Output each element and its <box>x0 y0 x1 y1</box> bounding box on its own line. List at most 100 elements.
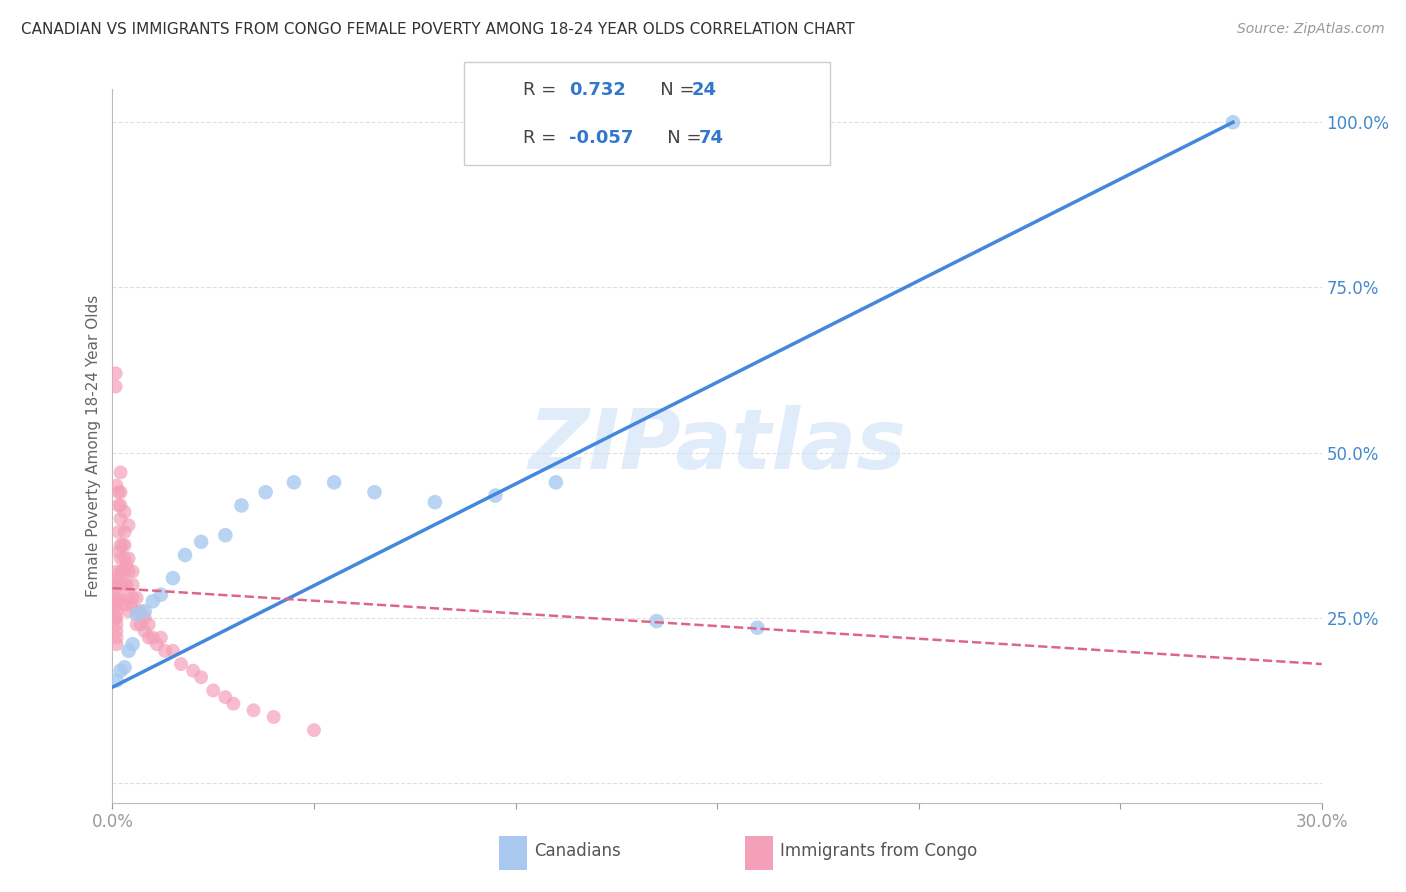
Point <box>105 598 128 612</box>
Point <box>104 379 127 393</box>
Point <box>214 528 236 542</box>
Point <box>105 578 128 592</box>
Point <box>202 683 225 698</box>
Point <box>105 478 128 492</box>
Point <box>114 660 136 674</box>
Point <box>121 565 143 579</box>
Point <box>423 495 446 509</box>
Text: R =: R = <box>523 80 562 98</box>
Point <box>117 604 139 618</box>
Point <box>110 565 132 579</box>
Point <box>134 611 156 625</box>
Point <box>110 551 132 566</box>
Point <box>138 631 160 645</box>
Point <box>146 637 169 651</box>
Point <box>107 545 129 559</box>
Point <box>105 611 128 625</box>
Point <box>121 591 143 605</box>
Point <box>117 591 139 605</box>
Point <box>114 524 136 539</box>
Point <box>104 367 127 381</box>
Point <box>134 604 156 618</box>
Point <box>114 505 136 519</box>
Point <box>114 551 136 566</box>
Text: 24: 24 <box>692 80 717 98</box>
Point <box>105 565 128 579</box>
Text: 0.732: 0.732 <box>569 80 626 98</box>
Point <box>283 475 305 490</box>
Point <box>110 578 132 592</box>
Point <box>162 571 184 585</box>
Point <box>103 591 125 605</box>
Point <box>214 690 236 704</box>
Point <box>105 604 128 618</box>
Point <box>121 578 143 592</box>
Point <box>363 485 385 500</box>
Point <box>129 617 152 632</box>
Point <box>142 594 165 608</box>
Point <box>104 578 127 592</box>
Point <box>110 538 132 552</box>
Point <box>222 697 245 711</box>
Point <box>105 624 128 638</box>
Point <box>125 617 148 632</box>
Point <box>170 657 193 671</box>
Y-axis label: Female Poverty Among 18-24 Year Olds: Female Poverty Among 18-24 Year Olds <box>86 295 101 597</box>
Text: CANADIAN VS IMMIGRANTS FROM CONGO FEMALE POVERTY AMONG 18-24 YEAR OLDS CORRELATI: CANADIAN VS IMMIGRANTS FROM CONGO FEMALE… <box>21 22 855 37</box>
Text: Canadians: Canadians <box>534 842 621 860</box>
Point <box>302 723 325 738</box>
Point <box>110 591 132 605</box>
Point <box>120 598 142 612</box>
Point <box>544 475 567 490</box>
Point <box>125 591 148 605</box>
Point <box>110 664 132 678</box>
Point <box>190 534 212 549</box>
Point <box>645 614 668 628</box>
Point <box>105 631 128 645</box>
Point <box>149 631 172 645</box>
Point <box>107 499 129 513</box>
Text: 74: 74 <box>699 128 724 146</box>
Point <box>104 611 127 625</box>
Point <box>114 578 136 592</box>
Point <box>254 485 277 500</box>
Point <box>110 511 132 525</box>
Point <box>149 588 172 602</box>
Text: N =: N = <box>643 80 700 98</box>
Point <box>111 538 134 552</box>
Text: ZIPatlas: ZIPatlas <box>529 406 905 486</box>
Point <box>117 565 139 579</box>
Point <box>142 631 165 645</box>
Point <box>231 499 253 513</box>
Point <box>174 548 197 562</box>
Point <box>242 703 264 717</box>
Point <box>107 485 129 500</box>
Point <box>125 604 148 618</box>
Point <box>117 551 139 566</box>
Point <box>105 617 128 632</box>
Text: Source: ZipAtlas.com: Source: ZipAtlas.com <box>1237 22 1385 37</box>
Point <box>153 644 176 658</box>
Point <box>115 578 138 592</box>
Text: N =: N = <box>650 128 707 146</box>
Text: -0.057: -0.057 <box>569 128 634 146</box>
Point <box>747 621 769 635</box>
Point <box>114 538 136 552</box>
Point <box>1222 115 1244 129</box>
Point <box>110 499 132 513</box>
Point <box>129 604 152 618</box>
Point <box>117 518 139 533</box>
Point <box>181 664 204 678</box>
Point <box>114 598 136 612</box>
Point <box>105 591 128 605</box>
Point <box>134 624 156 638</box>
Point <box>125 607 148 622</box>
Point <box>138 617 160 632</box>
Point <box>111 565 134 579</box>
Point <box>117 644 139 658</box>
Point <box>114 565 136 579</box>
Point <box>121 637 143 651</box>
Text: Immigrants from Congo: Immigrants from Congo <box>780 842 977 860</box>
Point <box>105 571 128 585</box>
Point <box>105 673 128 688</box>
